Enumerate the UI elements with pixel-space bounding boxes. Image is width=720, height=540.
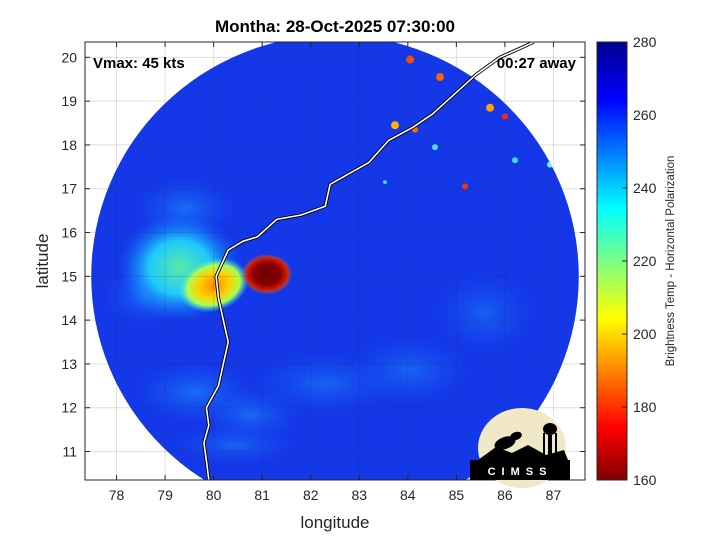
brightness-temp-swath — [91, 42, 579, 480]
y-tick-label: 19 — [61, 93, 77, 109]
y-tick-label: 20 — [61, 49, 77, 65]
x-tick-label: 82 — [303, 487, 319, 503]
swath-texture — [175, 424, 295, 465]
y-tick-label: 11 — [62, 444, 77, 460]
x-tick-label: 78 — [109, 487, 125, 503]
chart-title: Montha: 28-Oct-2025 07:30:00 — [215, 17, 455, 36]
feature-rainband — [178, 257, 249, 313]
y-tick-label: 18 — [61, 137, 77, 153]
y-tick-label: 16 — [61, 225, 77, 241]
swath-detail — [105, 55, 573, 465]
colorbar-tick-label: 280 — [633, 34, 657, 50]
convective-cell — [391, 121, 399, 130]
x-axis-label: longitude — [300, 513, 369, 532]
time-offset-annotation: 00:27 away — [497, 55, 577, 72]
x-tick-labels: 78 79 80 81 82 83 84 85 86 87 — [109, 487, 562, 503]
x-tick-label: 79 — [157, 487, 173, 503]
cimss-logo-text: CIMSS — [488, 466, 553, 478]
y-tick-label: 17 — [61, 181, 77, 197]
vmax-annotation: Vmax: 45 kts — [93, 55, 185, 72]
colorbar-ticks: 160 180 200 220 240 260 280 — [622, 34, 657, 488]
x-tick-label: 84 — [400, 487, 416, 503]
x-tick-label: 80 — [206, 487, 222, 503]
colorbar-label: Brightness Temp - Horizontal Polarizatio… — [665, 156, 677, 367]
colorbar-tick-label: 160 — [633, 472, 657, 488]
convective-cell — [462, 183, 468, 190]
feature-storm-core — [242, 254, 293, 295]
y-tick-label: 13 — [61, 356, 77, 372]
colorbar-tick-label: 260 — [633, 107, 657, 123]
coastline — [202, 42, 535, 480]
colorbar-tick-label: 200 — [633, 326, 657, 342]
x-tick-label: 86 — [497, 487, 513, 503]
convective-cell — [436, 73, 444, 82]
convective-cell — [383, 180, 387, 185]
colorbar-tick-label: 180 — [633, 399, 657, 415]
x-tick-label: 85 — [449, 487, 465, 503]
colorbar-tick-label: 240 — [633, 180, 657, 196]
axes-box — [84, 41, 586, 481]
convective-cell — [406, 55, 414, 64]
y-tick-label: 15 — [61, 268, 77, 284]
x-tick-label: 87 — [546, 487, 562, 503]
x-tick-label: 83 — [351, 487, 367, 503]
convective-cell — [432, 144, 438, 151]
y-tick-label: 14 — [61, 312, 77, 328]
y-tick-label: 12 — [61, 400, 77, 416]
colorbar-tick-label: 220 — [633, 253, 657, 269]
coastline-line — [203, 42, 535, 480]
convective-cell — [502, 113, 508, 120]
y-tick-labels: 11 12 13 14 15 16 17 18 19 20 — [61, 49, 77, 459]
y-axis-label: latitude — [33, 234, 52, 289]
colorbar: 160 180 200 220 240 260 280 Brightness Temp - … — [596, 34, 677, 488]
x-tick-label: 81 — [254, 487, 270, 503]
convective-cell — [486, 103, 494, 112]
cimss-logo: CIMSS — [470, 408, 570, 488]
swath-texture — [350, 336, 470, 405]
convective-cell — [512, 157, 518, 164]
swath-texture — [435, 273, 535, 354]
